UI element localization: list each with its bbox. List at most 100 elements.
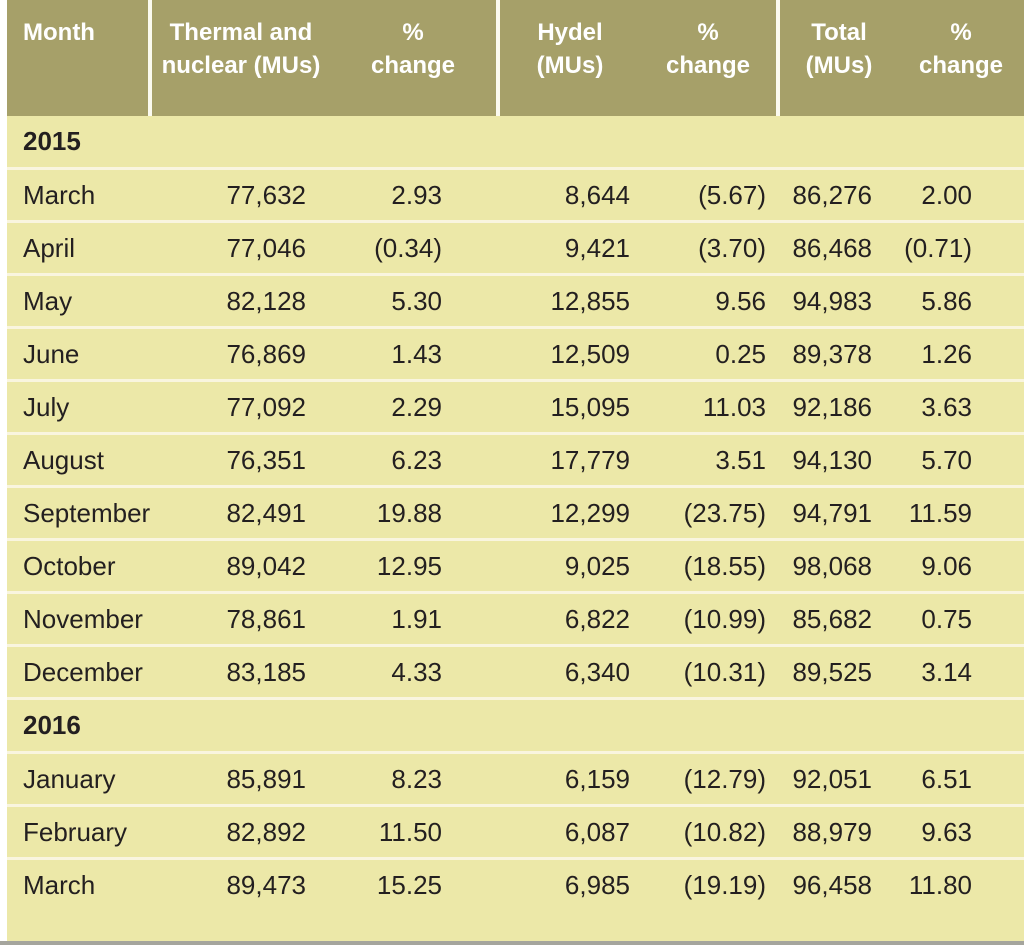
total-change-cell: 5.86 <box>898 274 1024 329</box>
table-row: January 85,891 8.23 6,159 (12.79) 92,051 6.51 <box>7 752 1024 807</box>
table-row: March 89,473 15.25 6,985 (19.19) 96,458 11.80 <box>7 859 1024 911</box>
total-value-cell: 85,682 <box>778 592 898 647</box>
header-total-line2: (MUs) <box>805 52 873 79</box>
header-thermal-nuclear: Thermal and nuclear (MUs) <box>150 0 330 116</box>
thermal-change-cell: 19.88 <box>330 486 498 541</box>
hydel-value-cell: 12,299 <box>498 486 640 541</box>
hydel-value-cell: 6,985 <box>564 869 630 900</box>
hydel-change-cell: 0.25 <box>640 327 778 382</box>
thermal-change-cell: (0.34) <box>330 221 498 276</box>
total-value-cell: 92,051 <box>778 752 898 807</box>
year-label: 2015 <box>7 116 1024 170</box>
thermal-change-cell: 6.23 <box>330 433 498 488</box>
header-month-label: Month <box>23 19 95 46</box>
header-pct1-line2: change <box>370 52 456 79</box>
month-cell: July <box>7 380 150 435</box>
table-row: July 77,092 2.29 15,095 11.03 92,186 3.63 <box>7 380 1024 435</box>
table-row: May 82,128 5.30 12,855 9.56 94,983 5.86 <box>7 274 1024 329</box>
thermal-value-cell: 82,892 <box>150 805 330 860</box>
page-bottom-edge <box>0 941 1024 945</box>
total-change-cell: 2.00 <box>898 168 1024 223</box>
table-background: Month Thermal and nuclear (MUs) % change… <box>7 0 1024 941</box>
table-row: September 82,491 19.88 12,299 (23.75) 94,791 1… <box>7 486 1024 541</box>
hydel-change-cell: 9.56 <box>640 274 778 329</box>
total-value-cell: 94,791 <box>778 486 898 541</box>
hydel-change-cell: (23.75) <box>640 486 778 541</box>
table-row: October 89,042 12.95 9,025 (18.55) 98,068 9.06 <box>7 539 1024 594</box>
hydel-value-cell: 6,159 <box>498 752 640 807</box>
total-change-cell: 11.59 <box>898 486 1024 541</box>
total-change-cell: 3.14 <box>898 645 1024 700</box>
month-cell: May <box>7 274 150 329</box>
header-hydel-pct-change: % change <box>640 0 780 116</box>
month-cell: December <box>7 645 150 700</box>
total-value-cell: 96,458 <box>792 869 872 900</box>
thermal-change-cell: 2.29 <box>330 380 498 435</box>
total-change-cell: 9.06 <box>898 539 1024 594</box>
thermal-value-cell: 89,042 <box>150 539 330 594</box>
header-month: Month <box>7 0 152 116</box>
thermal-change-cell: 5.30 <box>330 274 498 329</box>
header-row: Month Thermal and nuclear (MUs) % change… <box>7 0 1024 116</box>
thermal-value-cell: 89,473 <box>226 869 306 900</box>
table-row: March 77,632 2.93 8,644 (5.67) 86,276 2.00 <box>7 168 1024 223</box>
thermal-value-cell: 77,632 <box>150 168 330 223</box>
total-change-cell: 5.70 <box>898 433 1024 488</box>
hydel-change-cell: 11.03 <box>640 380 778 435</box>
table-row: August 76,351 6.23 17,779 3.51 94,130 5.70 <box>7 433 1024 488</box>
thermal-value-cell: 76,869 <box>150 327 330 382</box>
thermal-change-cell: 8.23 <box>330 752 498 807</box>
total-change-cell: 6.51 <box>898 752 1024 807</box>
header-pct2-line1: % <box>697 19 719 46</box>
thermal-change-cell: 11.50 <box>330 805 498 860</box>
hydel-value-cell: 6,822 <box>498 592 640 647</box>
header-pct3-line1: % <box>950 19 972 46</box>
table-row: December 83,185 4.33 6,340 (10.31) 89,525 3.14 <box>7 645 1024 700</box>
thermal-value-cell: 83,185 <box>150 645 330 700</box>
total-change-cell: 1.26 <box>898 327 1024 382</box>
total-value-cell: 92,186 <box>778 380 898 435</box>
hydel-change-cell: (5.67) <box>640 168 778 223</box>
header-thermal-pct-change: % change <box>330 0 500 116</box>
header-hydel: Hydel (MUs) <box>498 0 640 116</box>
header-thermal-line2: nuclear (MUs) <box>161 52 321 79</box>
hydel-change-cell: (19.19) <box>683 869 766 900</box>
month-cell: January <box>7 752 150 807</box>
hydel-value-cell: 17,779 <box>498 433 640 488</box>
hydel-change-cell: (10.82) <box>640 805 778 860</box>
month-cell: November <box>7 592 150 647</box>
header-thermal-line1: Thermal and <box>169 19 313 46</box>
total-value-cell: 88,979 <box>778 805 898 860</box>
thermal-value-cell: 77,092 <box>150 380 330 435</box>
total-value-cell: 86,276 <box>778 168 898 223</box>
hydel-value-cell: 12,509 <box>498 327 640 382</box>
total-change-cell: 11.80 <box>908 869 972 900</box>
hydel-value-cell: 8,644 <box>498 168 640 223</box>
year-label: 2016 <box>7 698 1024 754</box>
thermal-change-cell: 2.93 <box>330 168 498 223</box>
hydel-value-cell: 15,095 <box>498 380 640 435</box>
total-value-cell: 94,983 <box>778 274 898 329</box>
month-cell: June <box>7 327 150 382</box>
hydel-value-cell: 6,340 <box>498 645 640 700</box>
month-cell: August <box>7 433 150 488</box>
thermal-value-cell: 76,351 <box>150 433 330 488</box>
thermal-value-cell: 82,491 <box>150 486 330 541</box>
thermal-change-cell: 15.25 <box>376 869 442 900</box>
total-value-cell: 86,468 <box>778 221 898 276</box>
table-row: June 76,869 1.43 12,509 0.25 89,378 1.26 <box>7 327 1024 382</box>
hydel-value-cell: 9,025 <box>498 539 640 594</box>
header-hydel-line1: Hydel <box>537 19 603 46</box>
hydel-change-cell: (3.70) <box>640 221 778 276</box>
header-total-pct-change: % change <box>898 0 1024 116</box>
year-row: 2015 <box>7 116 1024 170</box>
table-body: 2015 March 77,632 2.93 8,644 (5.67) 86,276 2.00… <box>7 116 1024 910</box>
thermal-value-cell: 85,891 <box>150 752 330 807</box>
generation-table: Month Thermal and nuclear (MUs) % change… <box>7 0 1024 910</box>
total-change-cell: 3.63 <box>898 380 1024 435</box>
month-cell: March <box>23 869 96 900</box>
thermal-change-cell: 12.95 <box>330 539 498 594</box>
month-cell: February <box>7 805 150 860</box>
thermal-change-cell: 4.33 <box>330 645 498 700</box>
header-pct3-line2: change <box>918 52 1004 79</box>
